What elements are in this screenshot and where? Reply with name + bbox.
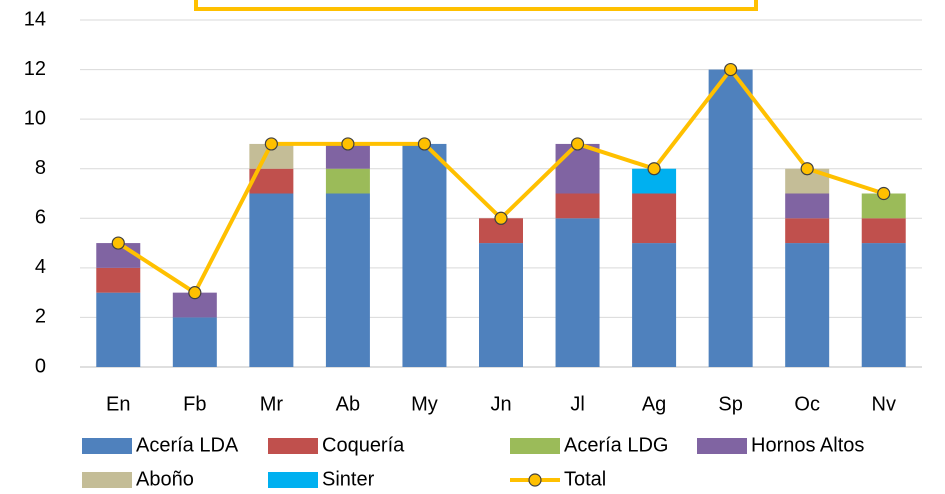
bar-segment xyxy=(785,193,830,219)
legend-swatch xyxy=(697,438,747,454)
total-marker xyxy=(494,211,508,225)
total-marker xyxy=(188,286,202,300)
bar-segment xyxy=(555,143,600,194)
x-tick-label: Jn xyxy=(490,393,511,415)
legend-swatch xyxy=(510,438,560,454)
x-tick-label: Nv xyxy=(872,393,896,415)
total-marker xyxy=(111,236,125,250)
legend-label: Sinter xyxy=(322,468,375,490)
bar-segment xyxy=(555,193,600,219)
x-tick-label: Ab xyxy=(336,393,360,415)
x-tick-label: Ag xyxy=(642,393,666,415)
total-marker xyxy=(341,137,355,151)
total-marker xyxy=(724,62,738,77)
legend-swatch xyxy=(82,438,132,454)
title-box xyxy=(194,0,758,11)
bar-segment xyxy=(632,243,677,367)
bar-segment xyxy=(172,317,217,367)
y-tick-label: 6 xyxy=(35,207,46,229)
y-tick-label: 14 xyxy=(24,8,46,30)
bar-segment xyxy=(325,193,370,367)
legend-label: Coquería xyxy=(322,434,405,456)
y-tick-label: 4 xyxy=(35,256,46,278)
x-tick-label: Sp xyxy=(718,393,742,415)
bar-segment xyxy=(861,243,906,367)
bar-segment xyxy=(96,267,141,293)
y-tick-label: 8 xyxy=(35,157,46,179)
legend-label: Acería LDG xyxy=(564,434,668,456)
legend-label: Acería LDA xyxy=(136,434,239,456)
legend-swatch xyxy=(268,472,318,488)
bar-segment xyxy=(402,143,447,367)
bar-segment xyxy=(479,243,523,367)
bar-segment xyxy=(785,243,830,367)
bar-segment xyxy=(632,193,677,244)
legend-swatch xyxy=(82,472,132,488)
bar-segment xyxy=(249,193,294,367)
legend-swatch xyxy=(268,438,318,454)
x-tick-label: En xyxy=(106,393,130,415)
bar-segment xyxy=(708,69,753,368)
total-marker xyxy=(570,137,585,151)
bar-segment xyxy=(96,292,141,367)
total-marker xyxy=(647,162,661,176)
y-tick-label: 0 xyxy=(35,355,46,377)
bar-segment xyxy=(861,218,906,244)
x-tick-label: Mr xyxy=(260,393,284,415)
legend-label: Hornos Altos xyxy=(751,434,864,456)
total-marker xyxy=(264,137,278,151)
x-tick-label: My xyxy=(411,393,438,415)
total-marker xyxy=(417,137,432,151)
x-tick-label: Jl xyxy=(570,393,584,415)
legend-label: Aboño xyxy=(136,468,194,490)
bar-segment xyxy=(555,218,600,367)
legend-marker xyxy=(528,473,542,487)
legend-label: Total xyxy=(564,468,606,490)
x-tick-label: Fb xyxy=(183,393,206,415)
y-tick-label: 2 xyxy=(35,306,46,328)
bar-segment xyxy=(325,168,370,194)
y-tick-label: 12 xyxy=(24,58,46,80)
y-tick-label: 10 xyxy=(24,107,46,129)
bar-segment xyxy=(785,218,830,244)
total-marker xyxy=(800,162,814,176)
x-tick-label: Oc xyxy=(794,393,820,415)
total-marker xyxy=(877,186,891,201)
